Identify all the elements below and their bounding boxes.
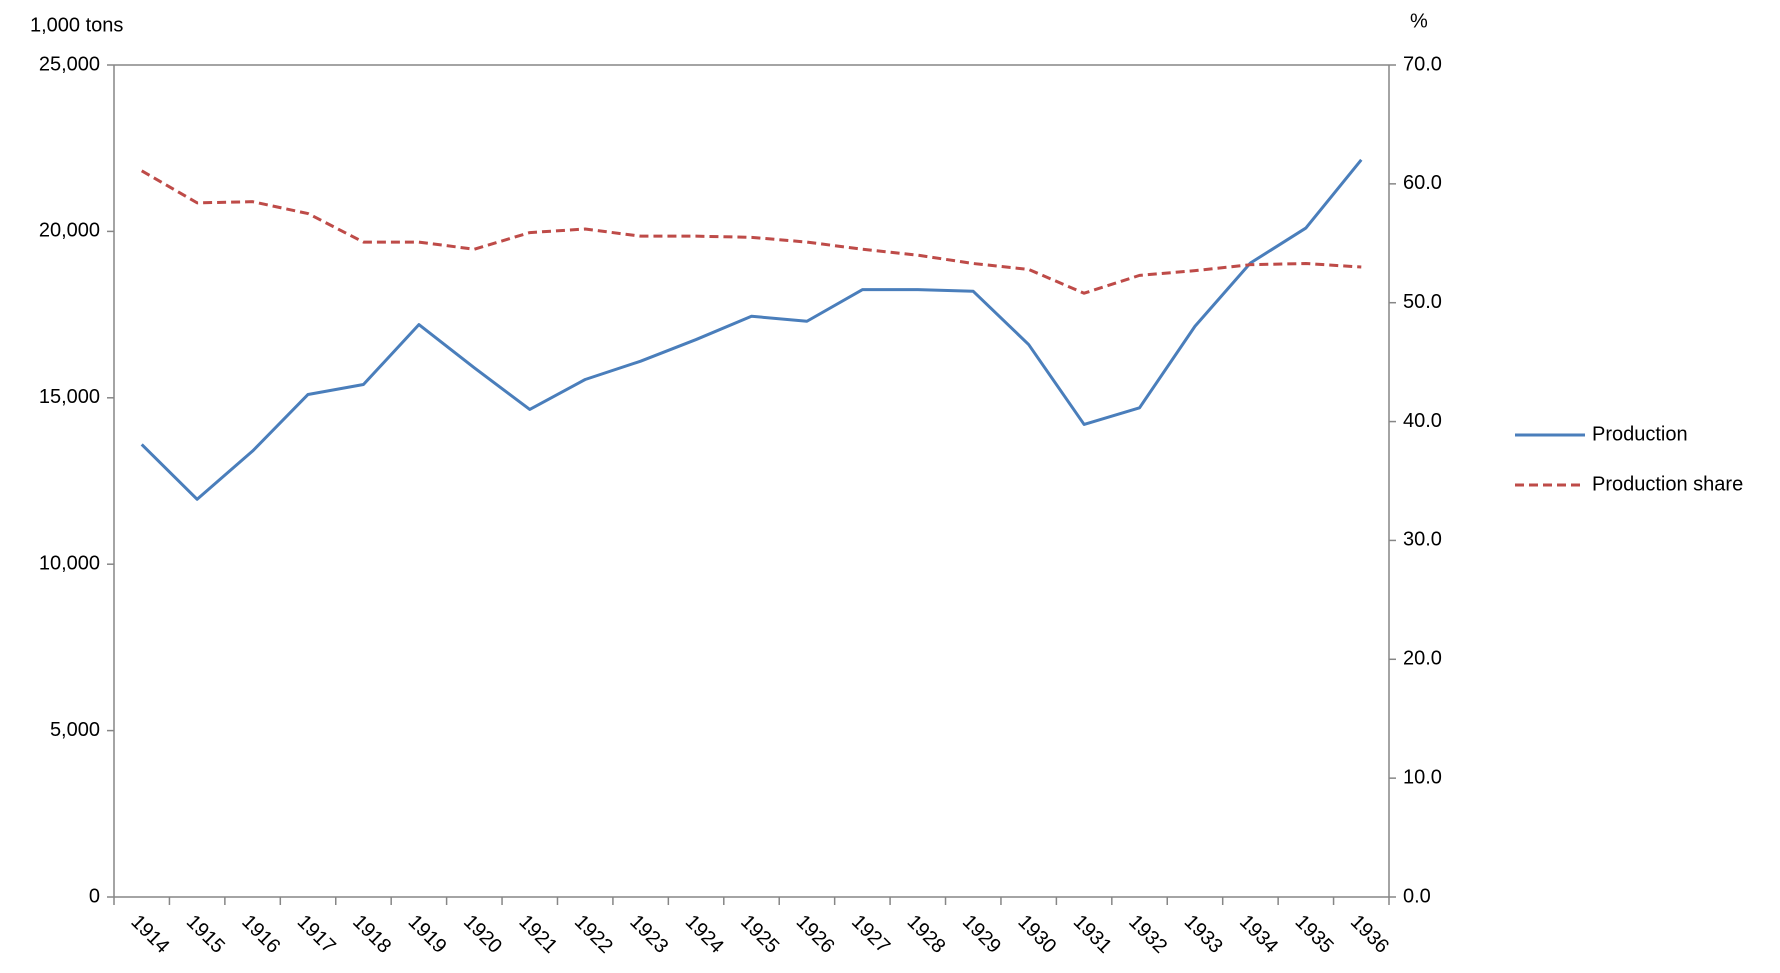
series-line [140, 169, 1362, 295]
y-tick-label: 5,000 [50, 719, 100, 741]
y2-tick-label: 50.0 [1403, 291, 1442, 313]
x-tick-label: 1920 [459, 911, 506, 958]
x-tick-label: 1934 [1235, 911, 1282, 958]
x-tick-label: 1936 [1346, 911, 1393, 958]
x-tick-label: 1921 [514, 911, 561, 958]
x-tick-label: 1919 [404, 911, 451, 958]
y-tick-label: 10,000 [39, 552, 100, 574]
x-tick-label: 1926 [792, 911, 839, 958]
x-tick-label: 1924 [681, 911, 728, 958]
x-tick-label: 1925 [736, 911, 783, 958]
y2-tick-label: 30.0 [1403, 529, 1442, 551]
y-tick-label: 25,000 [39, 53, 100, 75]
x-tick-label: 1918 [348, 911, 395, 958]
y-tick-label: 20,000 [39, 220, 100, 242]
x-tick-label: 1935 [1291, 911, 1338, 958]
x-tick-label: 1923 [625, 911, 672, 958]
y2-axis-title: % [1410, 10, 1428, 32]
legend-label: Production [1592, 423, 1688, 445]
x-tick-label: 1928 [903, 911, 950, 958]
series-line [140, 158, 1363, 501]
y2-tick-label: 60.0 [1403, 172, 1442, 194]
y-tick-label: 15,000 [39, 386, 100, 408]
x-tick-label: 1930 [1013, 911, 1060, 958]
x-tick-label: 1931 [1069, 911, 1116, 958]
x-tick-label: 1917 [293, 911, 340, 958]
y2-tick-label: 70.0 [1403, 53, 1442, 75]
y-axis-title: 1,000 tons [30, 14, 123, 36]
x-tick-label: 1932 [1124, 911, 1171, 958]
x-tick-label: 1915 [182, 911, 229, 958]
y2-tick-label: 10.0 [1403, 766, 1442, 788]
x-tick-label: 1922 [570, 911, 617, 958]
y2-tick-label: 20.0 [1403, 648, 1442, 670]
x-tick-label: 1914 [126, 911, 173, 958]
x-tick-label: 1916 [237, 911, 284, 958]
x-tick-label: 1927 [847, 911, 894, 958]
y2-tick-label: 40.0 [1403, 410, 1442, 432]
y-tick-label: 0 [89, 885, 100, 907]
y2-tick-label: 0.0 [1403, 885, 1431, 907]
x-tick-label: 1933 [1180, 911, 1227, 958]
legend-label: Production share [1592, 473, 1743, 495]
x-tick-label: 1929 [958, 911, 1005, 958]
